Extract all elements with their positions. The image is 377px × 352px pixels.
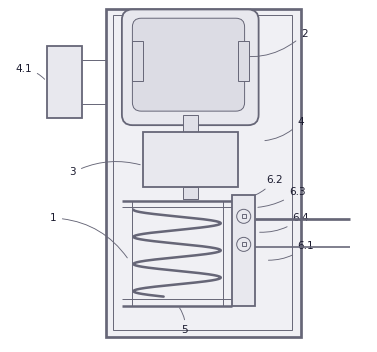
FancyBboxPatch shape xyxy=(122,10,259,125)
Bar xyxy=(182,115,198,132)
Bar xyxy=(106,10,301,337)
Text: 5: 5 xyxy=(179,308,188,335)
Bar xyxy=(182,187,198,199)
Text: 1: 1 xyxy=(50,213,127,258)
Bar xyxy=(113,15,292,330)
Bar xyxy=(232,195,255,306)
Text: 6.3: 6.3 xyxy=(258,187,305,207)
Bar xyxy=(132,41,143,81)
Bar xyxy=(143,132,238,187)
Bar xyxy=(238,41,249,81)
Text: 6.1: 6.1 xyxy=(268,241,314,260)
Text: 6.4: 6.4 xyxy=(260,213,309,232)
Text: 2: 2 xyxy=(224,29,308,57)
Bar xyxy=(242,214,246,219)
Bar xyxy=(242,242,246,246)
FancyBboxPatch shape xyxy=(132,18,245,111)
Text: 4.1: 4.1 xyxy=(15,64,44,79)
Text: 3: 3 xyxy=(69,162,140,177)
Bar xyxy=(46,46,81,118)
Text: 4: 4 xyxy=(265,117,304,141)
Text: 6.2: 6.2 xyxy=(245,175,283,198)
